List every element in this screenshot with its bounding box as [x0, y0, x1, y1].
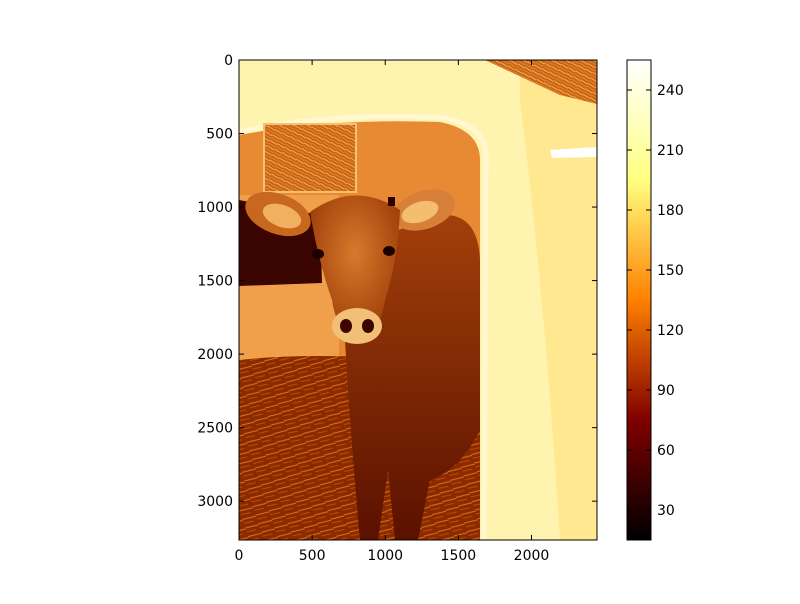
colorbar	[626, 59, 652, 541]
x-tick-label: 500	[299, 548, 326, 564]
calf-head	[310, 195, 400, 340]
x-axis: 0 500 1000 1500 2000	[235, 60, 550, 564]
y-tick-label: 500	[206, 127, 233, 143]
colorbar-tick-label: 90	[657, 383, 675, 399]
colorbar-tick-label: 240	[657, 83, 684, 99]
calf-ear-left-inner	[262, 203, 302, 229]
hutch-side	[520, 60, 597, 540]
plot-frame	[238, 59, 598, 541]
calf-muzzle	[332, 308, 382, 344]
y-tick-label: 1000	[197, 200, 233, 216]
colorbar-tick-label: 120	[657, 323, 684, 339]
x-tick-label: 0	[235, 548, 244, 564]
y-tick-label: 0	[224, 53, 233, 69]
calf-nostril-left	[340, 319, 352, 333]
y-tick-label: 2500	[197, 421, 233, 437]
colorbar-tick-label: 150	[657, 263, 684, 279]
y-tick-label: 3000	[197, 494, 233, 510]
colorbar-tick-label: 60	[657, 443, 675, 459]
calf-eye-right	[383, 246, 395, 256]
x-tick-label: 1000	[367, 548, 403, 564]
hutch-glare	[550, 147, 597, 158]
colorbar-tick-label: 30	[657, 503, 675, 519]
y-tick-label: 1500	[197, 274, 233, 290]
y-axis: 0 500 1000 1500 2000 2500 3000	[197, 53, 597, 510]
calf-nostril-right	[362, 319, 374, 333]
x-tick-label: 2000	[514, 548, 550, 564]
back-window-hay	[263, 123, 357, 193]
calf-eye-left	[312, 249, 324, 259]
calf-ear-right-inner	[401, 200, 439, 224]
colorbar-axis: 30 60 90 120 150 180 210 240	[627, 83, 684, 519]
x-tick-label: 1500	[441, 548, 477, 564]
y-tick-label: 2000	[197, 347, 233, 363]
calf-photo-image	[239, 60, 597, 540]
calf-ear-tag	[388, 197, 395, 206]
colorbar-tick-label: 180	[657, 203, 684, 219]
outdoor-grass	[485, 60, 597, 104]
colorbar-tick-label: 210	[657, 143, 684, 159]
